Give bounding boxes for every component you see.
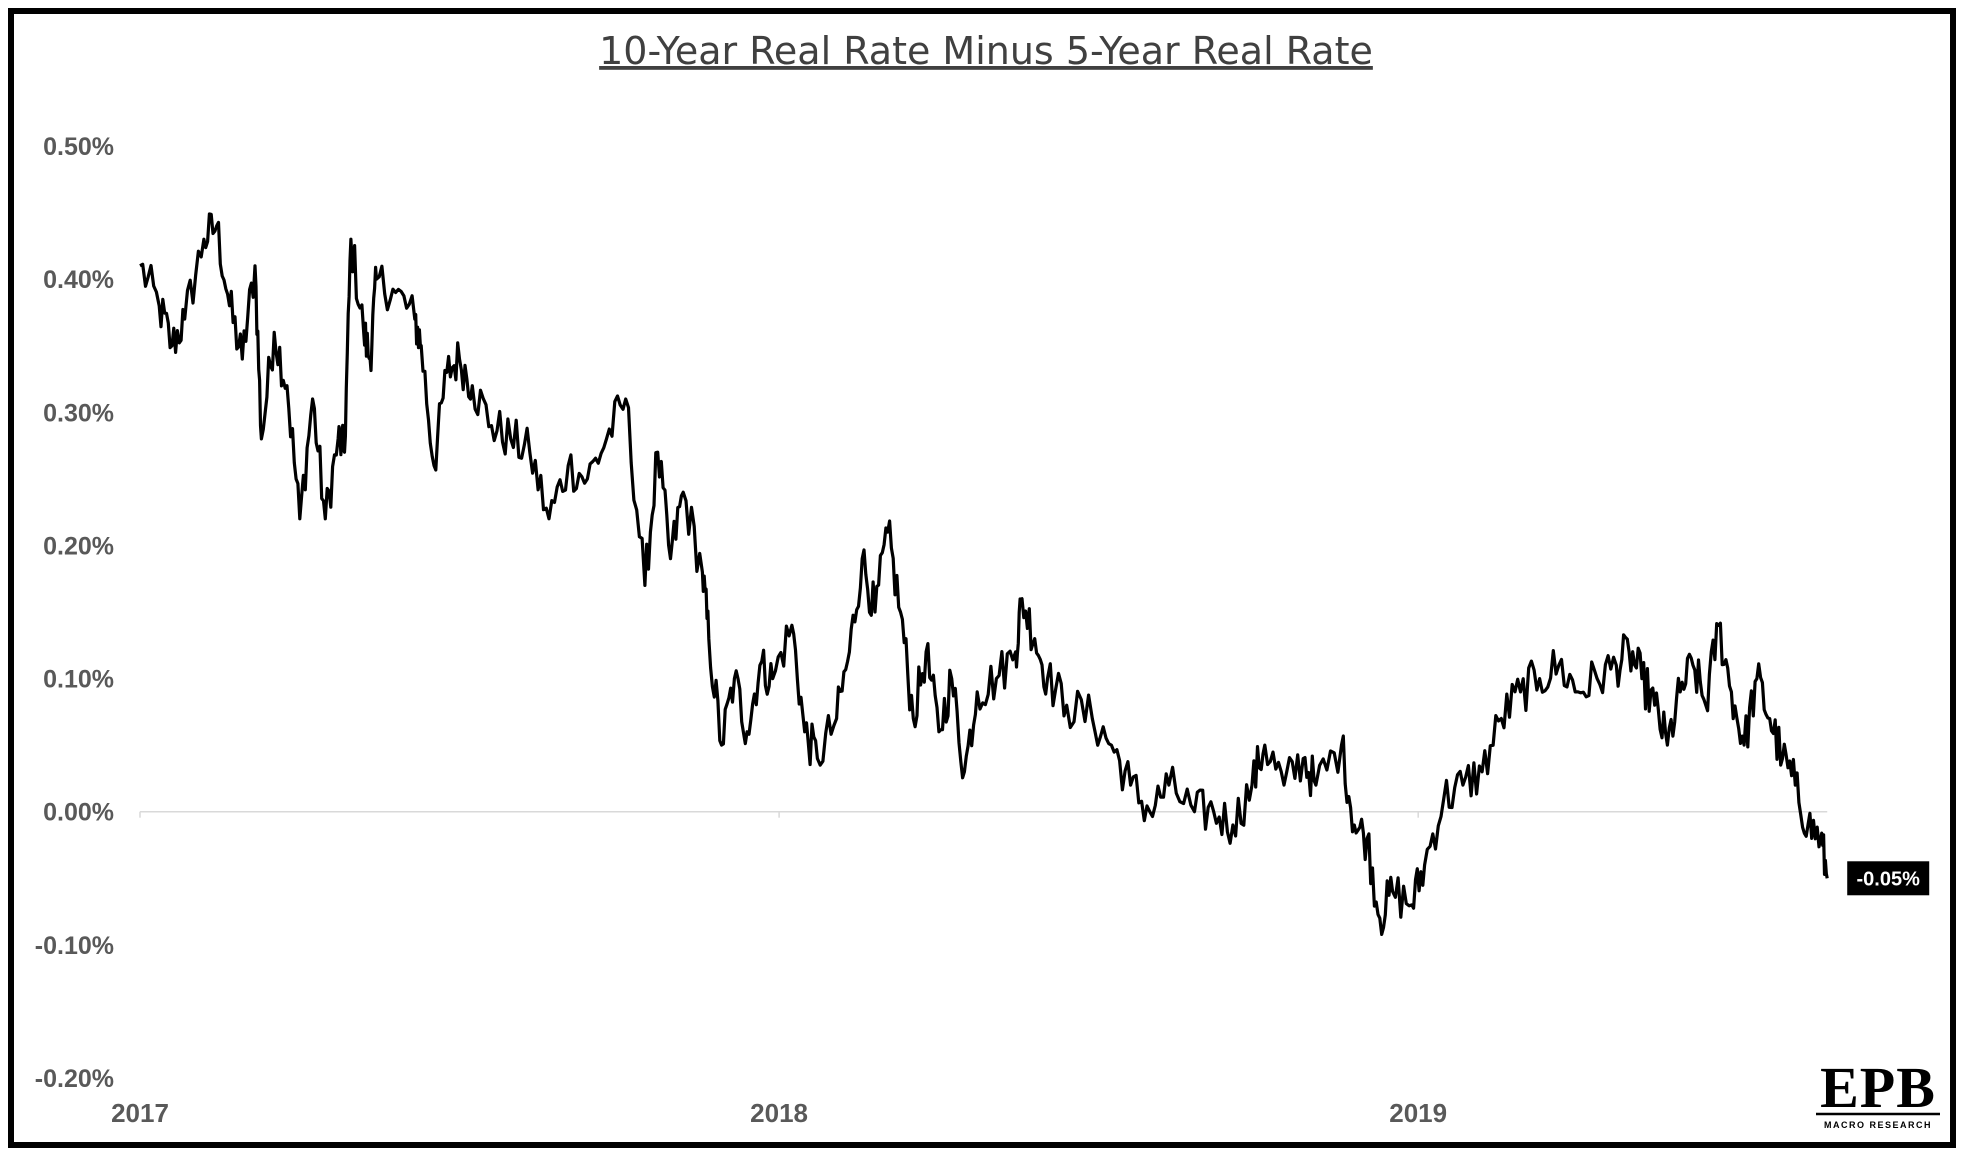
y-tick-label: 0.00% [43, 799, 114, 827]
y-tick-label: -0.20% [35, 1065, 114, 1093]
x-axis-ticks: 2017 2018 2019 [111, 811, 1447, 1128]
logo-sub-text: MACRO RESEARCH [1824, 1120, 1932, 1130]
logo-main-text: EPB [1820, 1055, 1936, 1120]
epb-logo: EPB MACRO RESEARCH [1816, 1055, 1940, 1130]
end-value-text: -0.05% [1857, 868, 1921, 890]
x-tick-label: 2019 [1389, 1098, 1447, 1128]
series-line [139, 212, 1829, 936]
chart-title: 10-Year Real Rate Minus 5-Year Real Rate [599, 29, 1373, 73]
y-tick-label: 0.10% [43, 666, 114, 694]
y-tick-label: 0.40% [43, 266, 114, 294]
x-tick-label: 2017 [111, 1098, 169, 1128]
x-tick-label: 2018 [750, 1098, 808, 1128]
series-group [139, 212, 1829, 936]
y-tick-label: 0.50% [43, 133, 114, 161]
end-value-label: -0.05% [1847, 861, 1930, 896]
y-tick-label: -0.10% [35, 932, 114, 960]
chart-frame [8, 8, 1956, 1148]
y-tick-label: 0.30% [43, 399, 114, 427]
y-tick-label: 0.20% [43, 532, 114, 560]
y-axis-ticks: 0.50% 0.40% 0.30% 0.20% 0.10% 0.00% -0.10% -0.2… [35, 133, 114, 1093]
